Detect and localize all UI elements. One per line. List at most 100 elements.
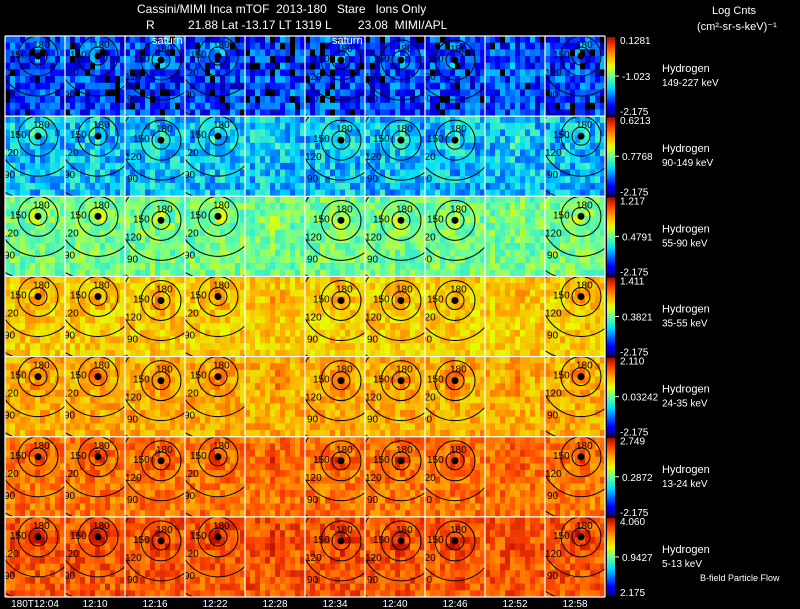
contour-label: 150	[190, 371, 207, 382]
contour-label: 150	[133, 375, 150, 386]
contour-label: 120	[419, 232, 436, 243]
heatmap-tile	[485, 356, 546, 438]
contour-set: 180 150 120 90	[365, 116, 425, 197]
contour-label: 180	[213, 441, 230, 452]
contour-line	[125, 116, 185, 181]
contour-line	[88, 447, 108, 467]
contour-line	[125, 36, 185, 101]
contour-line	[331, 531, 351, 551]
sun-marker	[337, 56, 345, 64]
sun-marker	[451, 457, 459, 465]
contour-label: 120	[125, 553, 142, 564]
contour-label: 150	[427, 455, 444, 466]
contour-line	[65, 318, 125, 337]
contour-set: 180 150 120 90	[182, 436, 245, 517]
contour-label: 120	[182, 549, 199, 560]
contour-line	[391, 50, 411, 70]
contour-line	[571, 206, 591, 226]
contour-label: 150	[10, 531, 27, 542]
contour-label: 180	[336, 44, 353, 55]
sun-marker	[577, 453, 585, 461]
contour-line	[425, 246, 485, 261]
contour-set: 180 150 120 90	[5, 516, 65, 597]
contour-label: 90	[184, 411, 196, 422]
contour-label: 120	[365, 232, 382, 243]
sun-marker	[157, 216, 165, 224]
contour-set: 180 150 120 90	[5, 196, 65, 277]
contour-line	[305, 516, 365, 582]
sun-marker	[451, 296, 459, 304]
contour-label: 180	[450, 284, 467, 295]
contour-label: 120	[419, 152, 436, 163]
contour-line	[425, 486, 485, 502]
contour-label: 150	[553, 50, 570, 61]
contour-line	[88, 46, 108, 66]
contour-line	[88, 206, 108, 226]
heatmap-tile	[125, 116, 186, 197]
contour-set: 180 150 120 90	[421, 360, 485, 426]
contour-label: 90	[421, 415, 433, 426]
contour-label: 180	[156, 284, 173, 295]
contour-set: 180 150 120 90	[425, 39, 485, 105]
contour-line	[320, 199, 362, 241]
contour-label: 180	[396, 284, 413, 295]
contour-label: 120	[125, 152, 142, 163]
contour-label: 120	[62, 469, 79, 480]
heatmap-tile	[545, 516, 606, 598]
contour-line	[434, 360, 476, 402]
contour-line	[208, 206, 228, 226]
sun-marker	[577, 292, 585, 300]
contour-label: 120	[182, 68, 199, 79]
sun-marker	[34, 212, 42, 220]
contour-label: 120	[419, 553, 436, 564]
contour-label: 150	[70, 531, 87, 542]
contour-line	[434, 119, 476, 161]
contour-line	[425, 566, 485, 582]
contour-label: 90	[547, 571, 559, 582]
contour-label: 120	[2, 68, 19, 79]
contour-label: 150	[553, 531, 570, 542]
contour-label: 120	[182, 469, 199, 480]
colorbar-max: 2.110	[620, 357, 645, 368]
contour-label: 180	[396, 445, 413, 456]
colorbar-mid: 0.9427	[622, 553, 653, 564]
heatmap-tile	[5, 356, 66, 438]
contour-label: 150	[190, 531, 207, 542]
contour-label: 120	[365, 473, 382, 484]
contour-label: 180	[213, 280, 230, 291]
contour-set: 180 150 120 90	[185, 116, 245, 197]
contour-set: 180 150 120 90	[365, 356, 425, 437]
contour-label: 90	[127, 575, 139, 586]
contour-label: 150	[313, 455, 330, 466]
sun-marker	[214, 292, 222, 300]
colorbar-mid: -1.023	[622, 72, 651, 83]
contour-label: 120	[545, 469, 562, 480]
contour-label: 180	[450, 124, 467, 135]
contour-line	[380, 360, 422, 402]
contour-label: 90	[64, 491, 76, 502]
contour-label: 150	[313, 375, 330, 386]
contour-line	[365, 356, 425, 422]
contour-label: 150	[70, 50, 87, 61]
contour-line	[434, 279, 476, 321]
orbit-info: 21.88 Lat -13.17 LT 1319 L 23.08 MIMI/AP…	[188, 18, 448, 32]
contour-label: 180	[450, 445, 467, 456]
heatmap-tile	[245, 436, 306, 518]
contour-label: 90	[307, 334, 319, 345]
sun-marker	[157, 537, 165, 545]
contour-line	[445, 130, 465, 150]
contour-line	[5, 558, 65, 578]
contour-label: 180	[213, 200, 230, 211]
contour-line	[425, 406, 485, 422]
colorbar-mid: 0.03242	[622, 393, 659, 404]
contour-line	[545, 356, 605, 418]
contour-label: 90	[4, 491, 16, 502]
contour-label: 180	[396, 124, 413, 135]
contour-label: 180	[576, 40, 593, 51]
heatmap-tile	[545, 36, 606, 117]
sun-marker	[397, 377, 405, 385]
contour-line	[125, 436, 185, 502]
contour-label: 180	[576, 280, 593, 291]
contour-label: 120	[305, 393, 322, 404]
heatmap-tile	[5, 516, 66, 598]
